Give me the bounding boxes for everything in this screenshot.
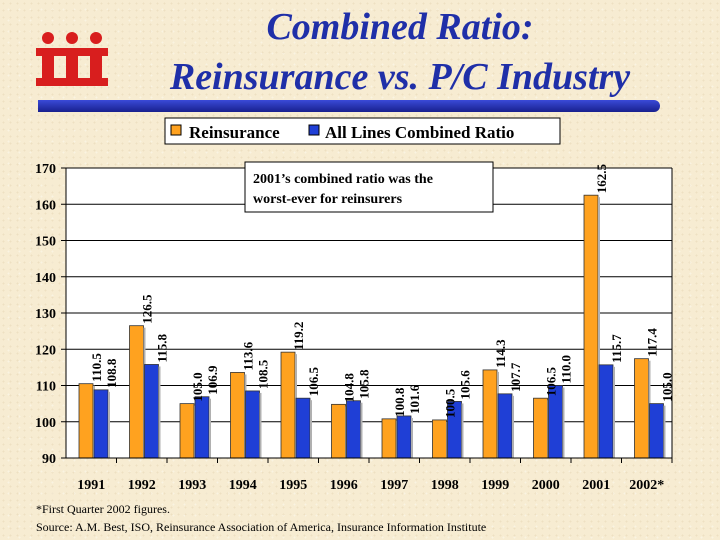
bar-shadow bbox=[209, 398, 211, 458]
y-tick-label: 140 bbox=[35, 271, 56, 286]
data-label: 126.5 bbox=[140, 294, 155, 324]
bar-all-lines bbox=[194, 396, 210, 459]
x-tick-label: 1992 bbox=[128, 478, 156, 493]
data-label: 117.4 bbox=[645, 328, 660, 357]
y-tick-label: 160 bbox=[35, 198, 56, 213]
bar-reinsurance bbox=[583, 194, 599, 459]
bar-all-lines bbox=[93, 389, 109, 459]
data-label: 106.9 bbox=[205, 365, 220, 395]
data-label: 105.6 bbox=[458, 370, 473, 400]
bar-all-lines bbox=[346, 400, 361, 459]
data-label: 108.8 bbox=[104, 358, 119, 388]
data-label: 115.7 bbox=[609, 334, 624, 363]
bar-all-lines bbox=[396, 415, 412, 459]
data-label: 101.6 bbox=[407, 384, 422, 414]
data-label: 115.8 bbox=[155, 333, 170, 362]
annotation-line1: 2001’s combined ratio was the bbox=[253, 172, 433, 187]
bar-reinsurance bbox=[179, 403, 195, 459]
data-label: 106.5 bbox=[544, 366, 559, 396]
x-tick-label: 2001 bbox=[582, 478, 610, 493]
bar-reinsurance bbox=[482, 369, 498, 459]
data-label: 100.8 bbox=[392, 387, 407, 417]
legend-label-reinsurance: Reinsurance bbox=[189, 123, 280, 142]
bar-reinsurance bbox=[331, 403, 346, 459]
bar-all-lines bbox=[144, 364, 159, 459]
y-tick-label: 120 bbox=[35, 343, 56, 358]
bar-reinsurance bbox=[634, 358, 649, 459]
bar-all-lines bbox=[497, 393, 513, 459]
data-label: 106.5 bbox=[306, 366, 321, 396]
bar-shadow bbox=[411, 417, 413, 458]
page-title-line2: Reinsurance vs. P/C Industry bbox=[169, 56, 631, 98]
footnote-source: Source: A.M. Best, ISO, Reinsurance Asso… bbox=[36, 520, 487, 534]
data-label: 108.5 bbox=[256, 359, 271, 389]
page-title-line1: Combined Ratio: bbox=[266, 6, 534, 48]
y-tick-label: 150 bbox=[35, 235, 56, 250]
bar-shadow bbox=[663, 405, 666, 458]
x-tick-label: 1998 bbox=[431, 478, 459, 493]
legend-swatch-reinsurance bbox=[170, 124, 182, 136]
bar-shadow bbox=[360, 402, 363, 458]
annotation-line2: worst-ever for reinsurers bbox=[253, 192, 403, 207]
bar-shadow bbox=[461, 403, 464, 458]
legend: Reinsurance All Lines Combined Ratio bbox=[164, 117, 561, 145]
bar-reinsurance bbox=[533, 397, 548, 459]
bar-all-lines bbox=[295, 397, 311, 459]
bar-reinsurance bbox=[78, 383, 94, 459]
bar-shadow bbox=[613, 366, 615, 458]
legend-swatch-all-lines bbox=[308, 124, 320, 136]
bar-all-lines bbox=[649, 403, 664, 459]
data-label: 105.0 bbox=[190, 372, 205, 401]
data-label: 110.5 bbox=[89, 353, 104, 382]
x-tick-label: 1996 bbox=[330, 478, 358, 493]
data-label: 114.3 bbox=[493, 339, 508, 368]
footnote-first-quarter: *First Quarter 2002 figures. bbox=[36, 502, 170, 516]
x-tick-label: 1993 bbox=[178, 478, 206, 493]
x-tick-label: 1997 bbox=[380, 478, 408, 493]
x-tick-label: 2000 bbox=[532, 478, 560, 493]
bar-shadow bbox=[108, 391, 110, 458]
bar-shadow bbox=[598, 197, 600, 458]
axis-layer: 90 100 110 120 130 140 150 160 170 1991 1992 1993 19… bbox=[35, 162, 673, 493]
data-label: 162.5 bbox=[594, 163, 609, 193]
data-label: 119.2 bbox=[291, 322, 306, 351]
x-tick-label: 2002* bbox=[629, 478, 664, 493]
data-label: 113.6 bbox=[241, 341, 256, 370]
bar-reinsurance bbox=[129, 325, 144, 459]
bar-shadow bbox=[512, 395, 514, 458]
x-tick-label: 1999 bbox=[481, 478, 509, 493]
legend-label-all-lines: All Lines Combined Ratio bbox=[325, 123, 514, 142]
y-tick-label: 110 bbox=[36, 380, 56, 395]
x-tick-label: 1994 bbox=[229, 478, 257, 493]
bar-shadow bbox=[259, 392, 262, 458]
data-label: 105.0 bbox=[660, 372, 675, 401]
bar-all-lines bbox=[245, 390, 260, 459]
data-label: 104.8 bbox=[342, 373, 357, 403]
y-tick-label: 90 bbox=[42, 452, 56, 467]
y-tick-label: 100 bbox=[35, 416, 56, 431]
bar-all-lines bbox=[598, 364, 614, 459]
data-label: 107.7 bbox=[508, 362, 523, 392]
y-tick-label: 130 bbox=[35, 307, 56, 322]
annotation-box: 2001’s combined ratio was the worst-ever… bbox=[244, 161, 494, 213]
bar-shadow bbox=[158, 366, 161, 458]
bar-reinsurance bbox=[381, 418, 397, 459]
data-label: 100.5 bbox=[443, 388, 458, 418]
grid-layer bbox=[66, 167, 672, 459]
iii-logo bbox=[36, 32, 108, 86]
bar-reinsurance bbox=[432, 419, 447, 459]
bar-shadow bbox=[562, 387, 565, 458]
data-label: 110.0 bbox=[559, 355, 574, 384]
bars-layer bbox=[78, 194, 666, 459]
x-tick-label: 1991 bbox=[77, 478, 105, 493]
title-underline-bar bbox=[38, 100, 660, 112]
bar-reinsurance bbox=[230, 372, 245, 459]
bar-reinsurance bbox=[280, 351, 296, 459]
bar-shadow bbox=[310, 400, 312, 458]
x-tick-label: 1995 bbox=[279, 478, 307, 493]
y-tick-label: 170 bbox=[35, 162, 56, 177]
data-label: 105.8 bbox=[357, 369, 372, 399]
